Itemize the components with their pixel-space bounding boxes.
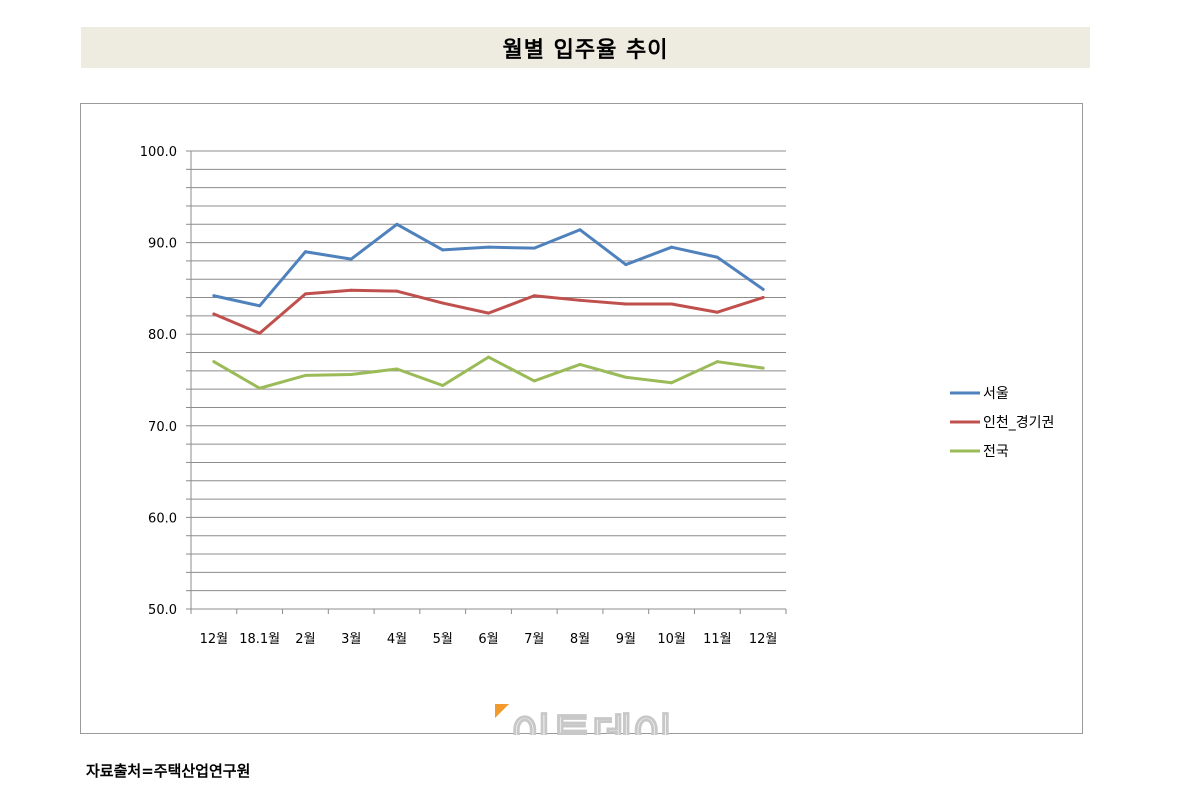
chart-title: 월별 입주율 추이 xyxy=(81,27,1090,68)
data-point xyxy=(532,379,536,383)
data-point xyxy=(258,304,262,308)
data-point xyxy=(441,248,445,252)
y-tick-label: 70.0 xyxy=(148,420,177,435)
data-point xyxy=(578,228,582,232)
data-point xyxy=(349,288,353,292)
data-point xyxy=(624,263,628,267)
watermark-orange-mark xyxy=(495,704,509,718)
chart-frame: 100.0 90.0 80.0 70.0 60.0 50.0 12월 18.1월 2월 3월 4월… xyxy=(80,103,1083,735)
legend-label: 인천_경기권 xyxy=(983,415,1054,431)
x-tick-label: 5월 xyxy=(433,632,453,647)
data-point xyxy=(761,287,765,291)
data-point xyxy=(395,222,399,226)
data-point xyxy=(212,294,216,298)
data-point xyxy=(395,289,399,293)
y-tick-label: 80.0 xyxy=(148,328,177,343)
x-tick-label: 18.1월 xyxy=(239,632,280,647)
data-point xyxy=(395,367,399,371)
y-tick-label: 100.0 xyxy=(140,145,177,160)
series-line xyxy=(212,355,765,390)
data-point xyxy=(670,245,674,249)
x-axis-ticks: 12월 18.1월 2월 3월 4월 5월 6월 7월 8월 9월 10월 11월 12월 xyxy=(200,632,778,647)
data-point xyxy=(532,246,536,250)
x-tick-label: 2월 xyxy=(295,632,315,647)
y-tick-label: 50.0 xyxy=(148,603,177,618)
x-tick-label: 11월 xyxy=(703,632,732,647)
series-lines xyxy=(212,222,765,390)
data-point xyxy=(715,360,719,364)
data-point xyxy=(761,296,765,300)
x-tick-label: 10월 xyxy=(657,632,686,647)
axes xyxy=(186,150,787,614)
data-point xyxy=(624,302,628,306)
data-point xyxy=(441,301,445,305)
data-point xyxy=(715,255,719,259)
data-point xyxy=(487,311,490,315)
x-tick-label: 3월 xyxy=(341,632,361,647)
data-point xyxy=(761,366,765,370)
source-note: 자료출처=주택산업연구원 xyxy=(86,762,251,780)
data-point xyxy=(212,360,216,364)
x-tick-label: 12월 xyxy=(200,632,229,647)
y-axis-ticks: 100.0 90.0 80.0 70.0 60.0 50.0 xyxy=(140,145,177,618)
x-tick-label: 9월 xyxy=(616,632,636,647)
data-point xyxy=(487,245,490,249)
x-tick-label: 8월 xyxy=(570,632,590,647)
legend-label: 전국 xyxy=(983,444,1009,460)
legend-label: 서울 xyxy=(983,386,1009,402)
data-point xyxy=(303,250,307,254)
data-point xyxy=(441,383,445,387)
data-point xyxy=(303,292,307,296)
data-point xyxy=(670,302,674,306)
data-point xyxy=(349,257,353,261)
y-tick-label: 90.0 xyxy=(148,237,177,252)
x-tick-label: 12월 xyxy=(749,632,778,647)
data-point xyxy=(487,355,490,359)
data-point xyxy=(258,386,262,390)
x-tick-label: 4월 xyxy=(387,632,407,647)
data-point xyxy=(303,373,307,377)
data-point xyxy=(670,381,674,385)
data-point xyxy=(624,375,628,379)
series-line xyxy=(212,222,765,308)
watermark-text: 이투데이 xyxy=(511,710,673,735)
x-tick-label: 6월 xyxy=(478,632,498,647)
data-point xyxy=(715,310,719,314)
watermark-logo: 이투데이 xyxy=(495,704,674,735)
grid-lines xyxy=(191,150,786,592)
data-point xyxy=(578,298,582,302)
data-point xyxy=(349,373,353,377)
data-point xyxy=(532,294,536,298)
line-chart: 100.0 90.0 80.0 70.0 60.0 50.0 12월 18.1월 2월 3월 4월… xyxy=(140,145,1055,735)
x-tick-label: 7월 xyxy=(524,632,544,647)
data-point xyxy=(578,362,582,366)
data-point xyxy=(212,312,216,316)
data-point xyxy=(258,331,262,335)
y-tick-label: 60.0 xyxy=(148,511,177,526)
